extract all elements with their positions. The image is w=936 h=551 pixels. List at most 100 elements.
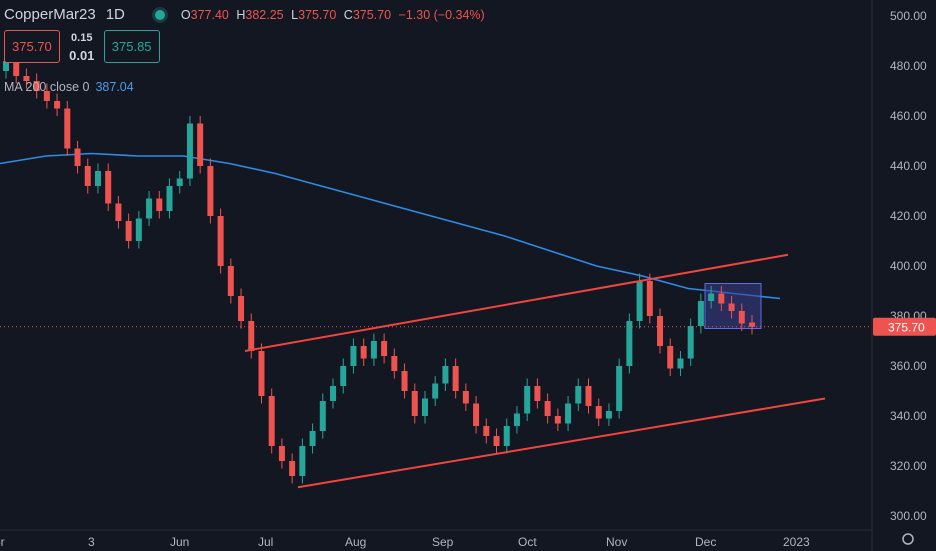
candle-body: [687, 326, 694, 359]
low-value: 375.70: [298, 7, 337, 22]
candle-body: [258, 351, 265, 396]
candle-body: [452, 366, 459, 391]
candle-body: [350, 346, 357, 366]
candle-body: [135, 218, 142, 241]
symbol-name[interactable]: CopperMar23: [4, 6, 96, 23]
market-status-icon: [154, 9, 165, 20]
y-tick-label: 340.00: [890, 409, 927, 423]
candle-body: [708, 293, 715, 301]
candle-body: [483, 426, 490, 436]
candle-body: [146, 198, 153, 219]
candle-body: [13, 61, 20, 76]
candle-body: [646, 281, 653, 316]
low-key: L: [291, 7, 299, 22]
spread-value: 0.15: [71, 31, 93, 44]
candle-body: [74, 148, 81, 166]
candle-body: [43, 91, 50, 101]
high-key: H: [236, 7, 246, 22]
ma-value: 387.04: [95, 80, 134, 94]
candle-body: [565, 403, 572, 424]
candle-body: [381, 341, 388, 356]
candle-body: [207, 166, 214, 216]
candle-body: [166, 186, 173, 211]
buy-button[interactable]: 375.85: [103, 30, 160, 63]
candle-body: [84, 166, 91, 186]
y-tick-label: 420.00: [890, 209, 927, 223]
candle-body: [697, 301, 704, 326]
candle-body: [616, 366, 623, 411]
candle-body: [33, 81, 40, 91]
candle-body: [738, 311, 745, 324]
candle-body: [411, 391, 418, 416]
spread-lot-box: 0.15 0.01: [60, 31, 104, 63]
upper-trendline: [244, 253, 789, 352]
ma-legend[interactable]: MA 200 close 0 387.04: [4, 80, 134, 94]
candle-body: [105, 171, 112, 204]
x-tick-label: Sep: [432, 535, 454, 549]
candle-body: [513, 413, 520, 426]
symbol-legend: CopperMar23 1D O377.40 H382.25 L375.70 C…: [4, 6, 489, 23]
candle-body: [125, 221, 132, 241]
candle-body: [401, 371, 408, 391]
x-tick-label: Aug: [345, 535, 366, 549]
open-key: O: [180, 7, 191, 22]
candle-body: [657, 316, 664, 346]
candle-body: [749, 322, 755, 327]
sell-button[interactable]: 375.70: [4, 30, 60, 63]
candle-body: [54, 101, 61, 109]
x-tick-label: Jun: [170, 535, 189, 549]
candle-body: [493, 436, 500, 446]
ma-label: MA 200 close 0: [4, 80, 90, 94]
candle-body: [217, 216, 224, 266]
lot-size[interactable]: 0.01: [69, 47, 95, 63]
candle-body: [289, 461, 296, 476]
candle-body: [319, 401, 326, 431]
close-value: 375.70: [352, 7, 392, 22]
candle-body: [432, 383, 439, 399]
candle-body: [534, 386, 541, 401]
timeframe-label[interactable]: 1D: [105, 6, 125, 23]
candle-body: [268, 396, 275, 446]
settings-gear-icon: [902, 533, 914, 545]
x-tick-label: Nov: [606, 535, 627, 549]
candle-body: [575, 386, 582, 404]
candle-body: [94, 171, 101, 186]
x-tick-label: 3: [88, 535, 95, 549]
candle-body: [278, 446, 285, 461]
candle-body: [728, 303, 735, 311]
candle-body: [667, 346, 674, 369]
y-tick-label: 400.00: [890, 259, 927, 273]
x-tick-label: 2023: [783, 535, 810, 549]
candle-body: [442, 366, 449, 384]
candle-body: [186, 123, 193, 179]
y-tick-label: 300.00: [890, 509, 927, 523]
candle-body: [421, 398, 428, 416]
open-value: 377.40: [190, 7, 229, 22]
candle-body: [544, 401, 551, 416]
candle-body: [309, 431, 316, 446]
candle-body: [605, 411, 612, 419]
candle-body: [718, 293, 725, 304]
candle-body: [677, 358, 684, 369]
candle-body: [64, 108, 71, 149]
ohlc-readout: O377.40 H382.25 L375.70 C375.70 −1.30 (−…: [181, 8, 489, 22]
candle-body: [626, 321, 633, 366]
y-tick-label: 460.00: [890, 109, 927, 123]
candle-body: [227, 266, 234, 296]
y-tick-label: 480.00: [890, 59, 927, 73]
trade-panel: 375.70 0.15 0.01 375.85: [4, 30, 160, 63]
lower-trendline: [297, 397, 826, 489]
candle-body: [554, 416, 561, 424]
x-tick-label: Dec: [695, 535, 716, 549]
candle-body: [462, 391, 469, 404]
current-price-tag: [873, 317, 936, 336]
current-price-label: 375.70: [888, 320, 925, 334]
candle-body: [197, 123, 204, 166]
candle-body: [503, 426, 510, 446]
x-tick-label: Oct: [518, 535, 537, 549]
candle-body: [299, 446, 306, 476]
candle-body: [391, 356, 398, 371]
candle-body: [585, 386, 592, 406]
candle-body: [595, 406, 602, 419]
